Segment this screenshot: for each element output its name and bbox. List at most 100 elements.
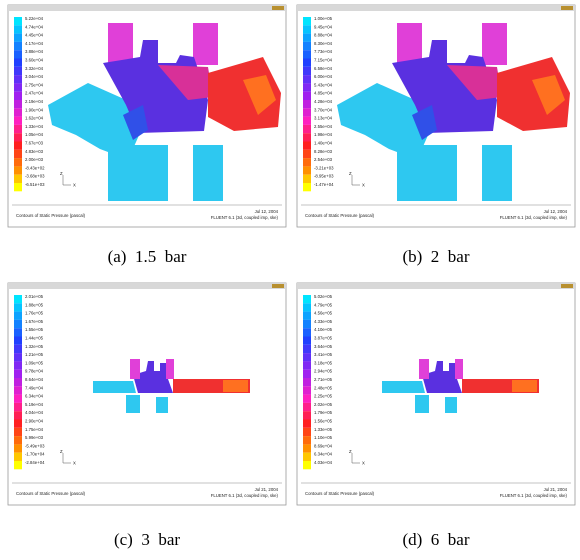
colorbar-swatch <box>303 100 311 108</box>
colorbar-label: 9.78e+04 <box>25 369 44 374</box>
colorbar-label: 5.43e+04 <box>314 82 333 87</box>
colorbar-swatch <box>303 411 311 419</box>
colorbar-swatch <box>14 370 22 378</box>
colorbar-swatch <box>14 92 22 100</box>
colorbar-swatch <box>14 295 22 303</box>
colorbar-label: 5.99e+03 <box>25 435 44 440</box>
colorbar-swatch <box>14 25 22 33</box>
flow-domain <box>482 145 512 201</box>
flow-domain <box>126 395 140 413</box>
caption: (a) 1.5 bar <box>108 247 187 266</box>
colorbar-swatch <box>303 158 311 166</box>
colorbar-swatch <box>14 345 22 353</box>
axis-x-label: X <box>362 461 365 466</box>
colorbar-swatch <box>303 345 311 353</box>
colorbar-swatch <box>14 320 22 328</box>
footer-title: Contours of Static Pressure (pascal) <box>16 491 86 496</box>
flow-domain <box>397 23 422 65</box>
axis-x-label: X <box>362 183 365 188</box>
colorbar-swatch <box>14 83 22 91</box>
colorbar-swatch <box>303 175 311 183</box>
fluent-window: 2.01e+051.88e+051.76e+051.67e+051.55e+05… <box>8 283 286 505</box>
colorbar-swatch <box>14 166 22 174</box>
colorbar-swatch <box>303 403 311 411</box>
colorbar-label: -3.21e+03 <box>314 165 334 170</box>
title-bar-buttons <box>272 6 284 10</box>
colorbar-swatch <box>303 428 311 436</box>
colorbar-swatch <box>303 150 311 158</box>
colorbar-swatch <box>303 453 311 461</box>
colorbar-swatch <box>14 17 22 25</box>
colorbar-label: 1.90e+04 <box>25 107 44 112</box>
colorbar-swatch <box>303 370 311 378</box>
footer-date: Jul 12, 2004 <box>544 209 568 214</box>
colorbar-swatch <box>303 303 311 311</box>
colorbar-label: 8.88e+04 <box>314 33 333 38</box>
footer-title: Contours of Static Pressure (pascal) <box>305 491 375 496</box>
colorbar-swatch <box>14 395 22 403</box>
title-bar <box>8 283 286 289</box>
colorbar-swatch <box>303 395 311 403</box>
colorbar-label: 5.22e+04 <box>25 16 44 21</box>
colorbar-swatch <box>303 17 311 25</box>
colorbar-swatch <box>14 150 22 158</box>
colorbar-label: 4.85e+04 <box>314 91 333 96</box>
axis-x-label: X <box>73 183 76 188</box>
colorbar-swatch <box>14 303 22 311</box>
colorbar-label: 2.47e+04 <box>25 91 44 96</box>
flow-domain <box>455 359 463 379</box>
flow-domain <box>130 359 140 379</box>
colorbar-swatch <box>14 312 22 320</box>
colorbar-swatch <box>303 166 311 174</box>
colorbar-label: 8.30e+04 <box>314 41 333 46</box>
colorbar-label: 3.60e+04 <box>25 58 44 63</box>
colorbar-label: 4.33e+05 <box>314 319 333 324</box>
colorbar-swatch <box>14 59 22 67</box>
colorbar-label: 7.67e+03 <box>25 141 44 146</box>
colorbar-swatch <box>14 42 22 50</box>
colorbar-label: 2.02e+05 <box>314 402 333 407</box>
colorbar-label: 2.48e+05 <box>314 385 333 390</box>
flow-domain <box>397 145 457 201</box>
colorbar-swatch <box>303 420 311 428</box>
title-bar-buttons <box>561 284 573 288</box>
colorbar-label: 1.21e+05 <box>25 352 44 357</box>
colorbar-swatch <box>303 25 311 33</box>
colorbar-label: 1.98e+04 <box>314 132 333 137</box>
colorbar-label: -1.70e+04 <box>25 452 45 457</box>
colorbar-label: 1.00e+05 <box>314 16 333 21</box>
colorbar-label: 1.76e+05 <box>25 311 44 316</box>
colorbar-label: -6.51e+03 <box>25 182 45 187</box>
colorbar-swatch <box>303 378 311 386</box>
axis-z-label: Z <box>60 171 63 176</box>
colorbar-label: 2.90e+04 <box>25 419 44 424</box>
colorbar-label: 1.32e+05 <box>25 344 44 349</box>
colorbar-label: 3.88e+04 <box>25 49 44 54</box>
window-frame <box>297 283 575 505</box>
flow-domain <box>193 145 223 201</box>
colorbar-label: 2.94e+05 <box>314 369 333 374</box>
flow-domain <box>108 23 133 65</box>
colorbar-label: 4.56e+05 <box>314 311 333 316</box>
window-frame <box>8 283 286 505</box>
colorbar-label: 2.19e+04 <box>25 99 44 104</box>
colorbar-label: 6.00e+04 <box>314 74 333 79</box>
colorbar-label: 1.67e+05 <box>25 319 44 324</box>
colorbar-label: 3.13e+04 <box>314 116 333 121</box>
flow-domain <box>223 380 248 392</box>
colorbar-label: -8.43e+02 <box>25 165 45 170</box>
colorbar-swatch <box>14 361 22 369</box>
colorbar-swatch <box>303 117 311 125</box>
colorbar-label: 3.32e+04 <box>25 66 44 71</box>
colorbar-label: 1.56e+05 <box>314 419 333 424</box>
colorbar-label: 4.83e+03 <box>25 149 44 154</box>
flow-domain <box>166 359 174 379</box>
flow-domain <box>419 359 429 379</box>
caption: (b) 2 bar <box>402 247 469 266</box>
colorbar-label: 2.01e+05 <box>25 294 44 299</box>
flow-domain <box>93 381 136 393</box>
axis-z-label: Z <box>349 449 352 454</box>
colorbar-label: 7.15e+04 <box>314 58 333 63</box>
footer-solver: FLUENT 6.1 (3d, coupled imp, ske) <box>500 493 568 498</box>
colorbar-label: 9.45e+04 <box>314 24 333 29</box>
